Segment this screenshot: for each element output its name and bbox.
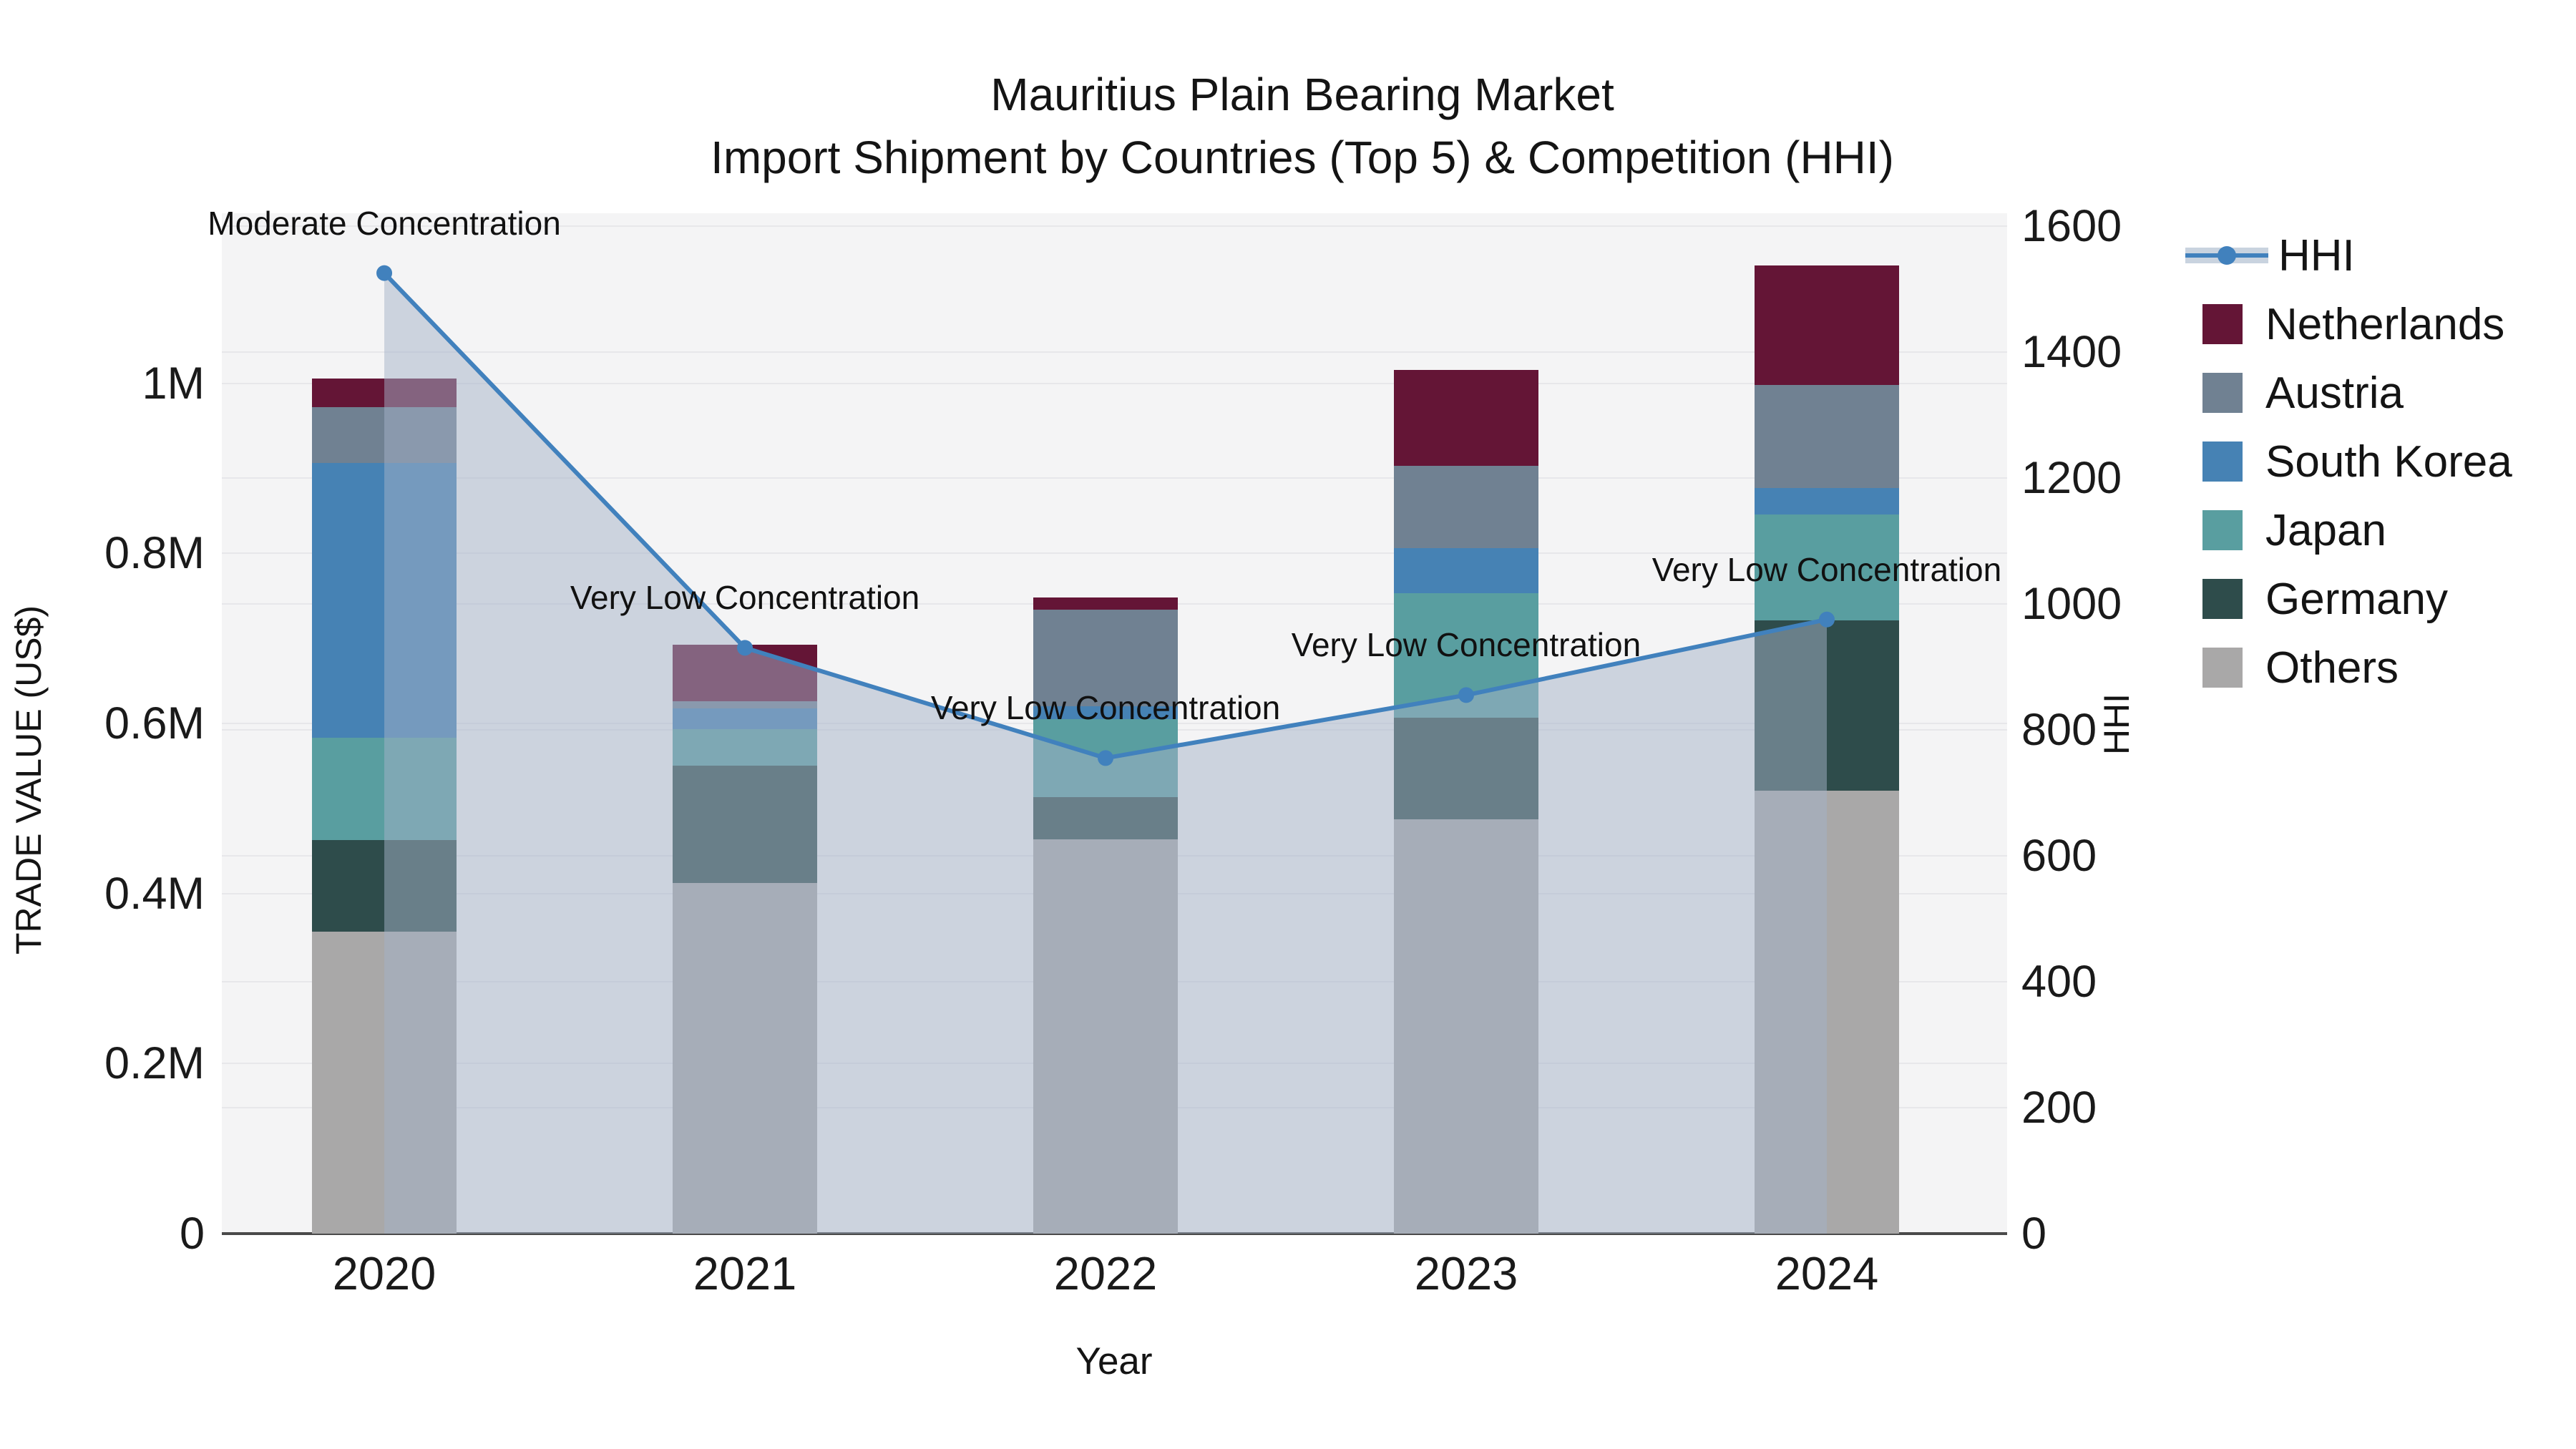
hhi-annotation-2023: Very Low Concentration xyxy=(1291,626,1641,664)
gridline-hhi-1200 xyxy=(222,477,2007,479)
bar-segment-2021-japan xyxy=(672,729,818,766)
right-tick-1000: 1000 xyxy=(2021,578,2122,629)
bar-segment-2023-others xyxy=(1393,819,1539,1234)
x-tick-2021: 2021 xyxy=(693,1247,797,1299)
right-tick-800: 800 xyxy=(2021,704,2097,755)
legend-label-south-korea: South Korea xyxy=(2265,436,2512,487)
left-tick-0: 0 xyxy=(179,1209,205,1259)
legend-label-germany: Germany xyxy=(2265,574,2448,624)
left-tick-1M: 1M xyxy=(142,358,205,409)
legend-label-japan: Japan xyxy=(2265,505,2386,555)
left-tick-0.6M: 0.6M xyxy=(104,698,205,748)
x-axis-label: Year xyxy=(1075,1340,1153,1382)
bar-segment-2021-netherlands xyxy=(672,644,818,702)
left-tick-0.8M: 0.8M xyxy=(104,528,205,579)
legend-item-others: Others xyxy=(2202,643,2512,693)
bar-segment-2022-netherlands xyxy=(1033,597,1179,610)
bar-segment-2020-austria xyxy=(311,406,457,464)
chart-title-line2: Import Shipment by Countries (Top 5) & C… xyxy=(711,132,1894,183)
bar-segment-2021-others xyxy=(672,883,818,1234)
legend-item-netherlands: Netherlands xyxy=(2202,300,2512,349)
left-tick-0.4M: 0.4M xyxy=(104,868,205,919)
legend-label-others: Others xyxy=(2265,643,2399,693)
bar-segment-2023-south-korea xyxy=(1393,548,1539,594)
left-tick-0.2M: 0.2M xyxy=(104,1038,205,1089)
bar-segment-2024-netherlands xyxy=(1754,265,1900,386)
bar-segment-2024-south-korea xyxy=(1754,487,1900,514)
right-tick-400: 400 xyxy=(2021,956,2097,1007)
bar-segment-2024-others xyxy=(1754,790,1900,1234)
bar-segment-2021-germany xyxy=(672,766,818,884)
legend-swatch-south-korea xyxy=(2202,441,2243,482)
bar-segment-2022-japan xyxy=(1033,719,1179,798)
legend-item-austria: Austria xyxy=(2202,369,2512,418)
x-tick-2024: 2024 xyxy=(1775,1247,1879,1299)
chart-title-line1: Mauritius Plain Bearing Market xyxy=(990,69,1614,120)
legend-swatch-germany xyxy=(2202,579,2243,619)
x-axis-line xyxy=(222,1232,2007,1235)
right-tick-1200: 1200 xyxy=(2021,452,2122,503)
bar-segment-2020-netherlands xyxy=(311,378,457,407)
bar-segment-2023-netherlands xyxy=(1393,369,1539,466)
hhi-annotation-2020: Moderate Concentration xyxy=(208,204,561,242)
bar-segment-2020-south-korea xyxy=(311,463,457,738)
legend-item-hhi: HHI xyxy=(2185,231,2512,280)
legend-item-germany: Germany xyxy=(2202,575,2512,624)
right-tick-1400: 1400 xyxy=(2021,326,2122,377)
bar-segment-2023-austria xyxy=(1393,465,1539,549)
plot-area: 2020 2021 2022 2023 2024 0 0.2M 0.4M 0.6M 0.8M 1M 0… xyxy=(104,201,2122,1299)
bar-segment-2022-others xyxy=(1033,839,1179,1234)
bar-segment-2020-others xyxy=(311,932,457,1234)
legend-swatch-austria xyxy=(2202,373,2243,413)
bar-segment-2024-germany xyxy=(1754,620,1900,791)
chart-title: Mauritius Plain Bearing Market Import Sh… xyxy=(711,63,1894,189)
bar-segment-2022-germany xyxy=(1033,797,1179,839)
gridline-hhi-1600 xyxy=(222,225,2007,227)
gridline-trade-1M xyxy=(222,382,2007,384)
bar-segment-2024-austria xyxy=(1754,385,1900,488)
legend-swatch-netherlands xyxy=(2202,304,2243,344)
legend-item-japan: Japan xyxy=(2202,506,2512,555)
hhi-annotation-2021: Very Low Concentration xyxy=(570,579,920,617)
gridline-hhi-1400 xyxy=(222,351,2007,353)
right-tick-600: 600 xyxy=(2021,830,2097,881)
hhi-annotation-2024: Very Low Concentration xyxy=(1652,550,2002,588)
legend-label-netherlands: Netherlands xyxy=(2265,299,2505,349)
bar-segment-2020-japan xyxy=(311,738,457,840)
right-tick-1600: 1600 xyxy=(2021,200,2122,251)
legend-swatch-japan xyxy=(2202,510,2243,550)
legend-label-hhi: HHI xyxy=(2278,230,2355,280)
x-tick-2022: 2022 xyxy=(1053,1247,1158,1299)
left-axis-label: TRADE VALUE (US$) xyxy=(9,605,49,955)
right-tick-200: 200 xyxy=(2021,1082,2097,1133)
legend-label-austria: Austria xyxy=(2265,368,2404,418)
right-axis-label: HHI xyxy=(2097,693,2137,756)
bar-segment-2021-south-korea xyxy=(672,708,818,730)
legend-swatch-others xyxy=(2202,648,2243,688)
legend-item-south-korea: South Korea xyxy=(2202,437,2512,487)
hhi-legend-glyph xyxy=(2185,246,2268,265)
x-tick-2020: 2020 xyxy=(332,1247,436,1299)
right-tick-0: 0 xyxy=(2021,1209,2047,1259)
hhi-marker-2020 xyxy=(376,265,393,281)
bar-segment-2020-germany xyxy=(311,839,457,932)
legend: HHI Netherlands Austria South Korea Japan Ger… xyxy=(2185,231,2512,716)
hhi-annotation-2022: Very Low Concentration xyxy=(930,689,1281,727)
x-tick-2023: 2023 xyxy=(1414,1247,1518,1299)
bar-segment-2023-germany xyxy=(1393,717,1539,820)
bar-segment-2021-austria xyxy=(672,701,818,708)
